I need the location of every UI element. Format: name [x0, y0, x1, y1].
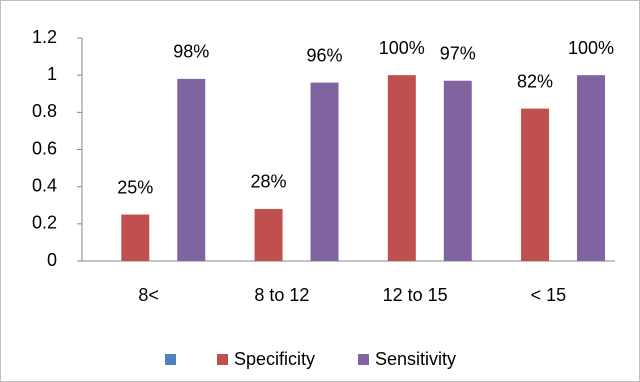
bar — [121, 214, 150, 261]
data-label: 98% — [173, 42, 209, 62]
y-tick-label: 1 — [47, 64, 57, 84]
y-tick-label: 0.2 — [32, 213, 57, 233]
y-tick-label: 0.4 — [32, 175, 57, 195]
data-label: 100% — [568, 38, 614, 58]
x-tick-label: 8 to 12 — [254, 285, 309, 305]
legend-marker — [165, 354, 176, 365]
data-label: 28% — [251, 172, 287, 192]
bar — [387, 75, 416, 262]
legend-label: Specificity — [234, 349, 315, 369]
bar — [310, 82, 339, 261]
y-tick-label: 0 — [47, 250, 57, 270]
x-tick-label: 12 to 15 — [383, 285, 448, 305]
y-tick-label: 0.8 — [32, 101, 57, 121]
bar — [177, 78, 206, 261]
data-label: 100% — [379, 38, 425, 58]
y-tick-label: 1.2 — [32, 27, 57, 47]
y-tick-label: 0.6 — [32, 138, 57, 158]
bar — [254, 208, 283, 261]
bar — [443, 80, 472, 261]
legend-marker — [358, 354, 369, 365]
legend-marker — [217, 354, 228, 365]
x-tick-label: < 15 — [531, 285, 567, 305]
data-label: 82% — [517, 71, 553, 91]
data-label: 96% — [306, 45, 342, 65]
bar — [577, 75, 606, 262]
data-label: 97% — [440, 43, 476, 63]
legend-label: Sensitivity — [375, 349, 456, 369]
data-label: 25% — [117, 177, 153, 197]
x-tick-label: 8< — [138, 285, 159, 305]
bar — [521, 108, 550, 261]
